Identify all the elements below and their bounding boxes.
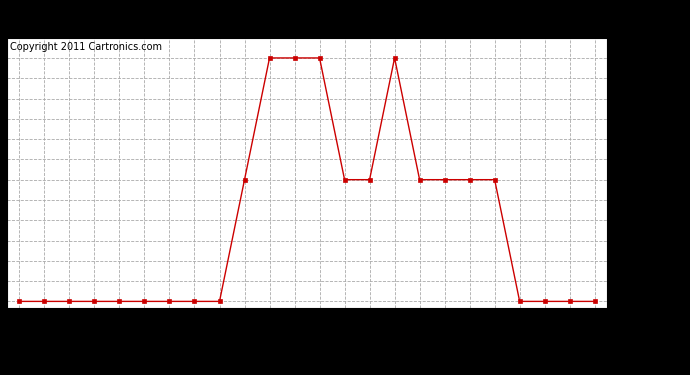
Text: Evapotranspiration per Hour (Last 24 Hours) (Oz/sq ft) 20110803: Evapotranspiration per Hour (Last 24 Hou… [48, 13, 559, 27]
Text: Copyright 2011 Cartronics.com: Copyright 2011 Cartronics.com [10, 42, 162, 51]
